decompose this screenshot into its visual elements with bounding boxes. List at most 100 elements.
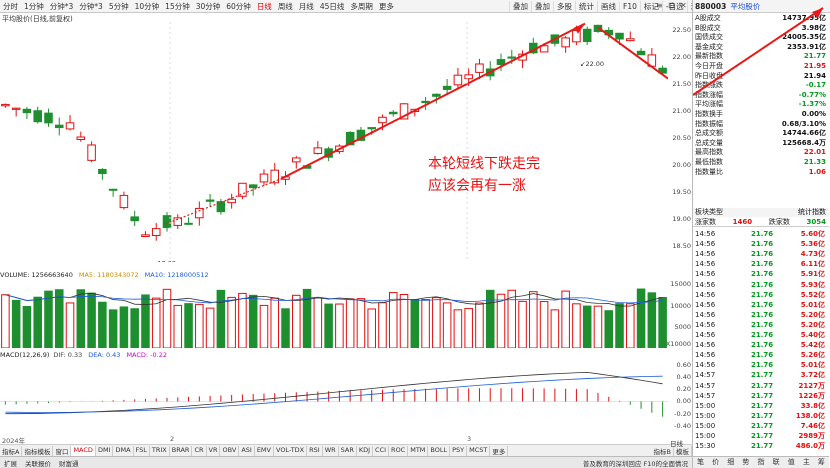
tick-time: 14:57 xyxy=(695,371,716,380)
tool-multi-stock[interactable]: 多股 xyxy=(553,1,575,12)
detail-tab-6[interactable]: 值 xyxy=(787,458,795,466)
indicator-25[interactable]: 更多 xyxy=(490,445,509,456)
tick-price: 21.77 xyxy=(751,421,774,430)
detail-tab-2[interactable]: 细 xyxy=(727,458,735,466)
indicator-17[interactable]: SAR xyxy=(339,445,357,456)
indicator-6[interactable]: FSL xyxy=(134,445,150,456)
fall-label: 跌家数 xyxy=(768,218,790,226)
indicator-12[interactable]: ASI xyxy=(239,445,255,456)
indicator-b-button[interactable]: 指标B xyxy=(652,445,674,456)
indicator-14[interactable]: VOL-TDX xyxy=(274,445,308,456)
detail-tab-8[interactable]: 筹 xyxy=(817,458,825,466)
stat-label: 最低指数 xyxy=(695,158,723,166)
timeframe-13[interactable]: 多周期 xyxy=(350,1,373,11)
indicator-7[interactable]: TRIX xyxy=(150,445,170,456)
macd-axis: 0.60 0.40 0.20 0.00 -0.20 -0.40 xyxy=(668,360,692,432)
timeframe-14[interactable]: 更多 xyxy=(378,1,394,11)
indicator-21[interactable]: MTM xyxy=(408,445,429,456)
timeframe-8[interactable]: 60分钟 xyxy=(226,1,251,11)
timeframe-2[interactable]: 分钟*3 xyxy=(49,1,74,11)
volume-bar xyxy=(195,303,204,348)
volume-ma5: MA5: 1180343072 xyxy=(78,271,139,279)
timeframe-9[interactable]: 日线 xyxy=(256,1,272,11)
volume-label-1: 10000 xyxy=(670,301,691,310)
tick-price: 21.76 xyxy=(751,240,774,249)
timeframe-3[interactable]: 分钟*3 xyxy=(79,1,103,11)
menu-icon[interactable]: ≡ xyxy=(656,1,663,10)
tool-draw-line[interactable]: 画线 xyxy=(597,1,619,12)
bottom-related-quotes[interactable]: 关联报价 xyxy=(25,459,51,468)
volume-label-2: 5000 xyxy=(674,322,691,331)
tool-watchlist[interactable]: -自选 xyxy=(661,1,687,12)
timeframe-6[interactable]: 15分钟 xyxy=(165,1,190,11)
candle xyxy=(626,38,635,42)
stat-value: 21.95 xyxy=(803,62,826,70)
detail-tab-4[interactable]: 指 xyxy=(757,458,765,466)
timeframe-10[interactable]: 周线 xyxy=(277,1,293,11)
tool-stats[interactable]: 统计 xyxy=(575,1,597,12)
tick-time: 14:56 xyxy=(695,320,716,329)
indicator-24[interactable]: MCST xyxy=(467,445,491,456)
indicator-9[interactable]: CR xyxy=(192,445,207,456)
tick-time: 14:57 xyxy=(695,381,716,390)
indicator-template-button[interactable]: 模板 xyxy=(674,445,692,456)
timeframe-0[interactable]: 分时 xyxy=(3,1,18,11)
tick-time: 15:30 xyxy=(695,442,716,451)
indicator-11[interactable]: OBV xyxy=(220,445,240,456)
detail-tab-0[interactable]: 笔 xyxy=(697,458,705,466)
tick-amount: 5.26亿 xyxy=(800,351,825,360)
detail-tab-7[interactable]: 主 xyxy=(802,458,810,466)
indicator-10[interactable]: VR xyxy=(207,445,221,456)
macd-chart[interactable] xyxy=(0,360,668,432)
volume-chart[interactable] xyxy=(0,280,668,348)
detail-tab-5[interactable]: 联 xyxy=(772,458,780,466)
tool-overlay[interactable]: 叠加 xyxy=(509,1,531,12)
indicator-0[interactable]: 指标A xyxy=(0,445,23,456)
timeframe-1[interactable]: 1分钟 xyxy=(24,1,44,11)
close-icon[interactable]: ✕ xyxy=(680,1,687,10)
bottom-wealth[interactable]: 财富通 xyxy=(59,459,79,468)
volume-bar xyxy=(496,293,506,348)
detail-tab-3[interactable]: 势 xyxy=(742,458,750,466)
indicator-5[interactable]: DMA xyxy=(113,445,134,456)
indicator-4[interactable]: DMI xyxy=(96,445,114,456)
timeframe-5[interactable]: 10分钟 xyxy=(134,1,160,11)
tick-price: 21.76 xyxy=(751,250,774,259)
lock-icon[interactable]: ⊡ xyxy=(668,1,675,10)
price-label-1: 22.00 xyxy=(672,53,691,62)
timeframe-11[interactable]: 月线 xyxy=(298,1,314,11)
candlestick-chart[interactable]: ←18.32 ↙22.00 xyxy=(0,22,668,262)
bottom-expand[interactable]: 扩展 xyxy=(4,459,17,468)
timeframe-12[interactable]: 45日线 xyxy=(319,1,345,11)
indicator-13[interactable]: EMV xyxy=(255,445,274,456)
tool-f10[interactable]: F10 xyxy=(619,2,640,11)
indicator-2[interactable]: 窗口 xyxy=(53,445,72,456)
uptrend-arrow-head xyxy=(574,23,585,34)
indicator-19[interactable]: CCI xyxy=(373,445,390,456)
timeframe-4[interactable]: 5分钟 xyxy=(108,1,129,11)
indicator-1[interactable]: 指标模板 xyxy=(22,445,54,456)
timeframe-7[interactable]: 30分钟 xyxy=(195,1,221,11)
macd-label-5: -0.40 xyxy=(674,421,691,430)
tick-time: 14:56 xyxy=(695,351,716,360)
indicator-15[interactable]: RSI xyxy=(307,445,323,456)
candle xyxy=(507,56,517,59)
indicator-8[interactable]: BRAR xyxy=(170,445,193,456)
tool-mark[interactable]: 标记 xyxy=(639,1,662,12)
index-name[interactable]: 平均股价 xyxy=(730,1,761,11)
stat-value: 24005.35亿 xyxy=(782,33,826,42)
indicator-20[interactable]: ROC xyxy=(389,445,409,456)
tool-overlay-2[interactable]: 叠加 xyxy=(531,1,553,12)
indicator-3[interactable]: MACD xyxy=(71,445,96,456)
candle xyxy=(615,32,624,40)
tick-row: 14:57 21.77 2127万 xyxy=(693,381,829,391)
candle xyxy=(141,234,150,238)
indicator-23[interactable]: PSY xyxy=(450,445,468,456)
detail-tab-1[interactable]: 价 xyxy=(712,458,720,466)
indicator-18[interactable]: KDJ xyxy=(357,445,374,456)
volume-bar xyxy=(33,296,42,348)
indicator-22[interactable]: BOLL xyxy=(428,445,451,456)
volume-bar xyxy=(550,309,560,348)
indicator-16[interactable]: WR xyxy=(323,445,339,456)
candle xyxy=(421,100,430,104)
